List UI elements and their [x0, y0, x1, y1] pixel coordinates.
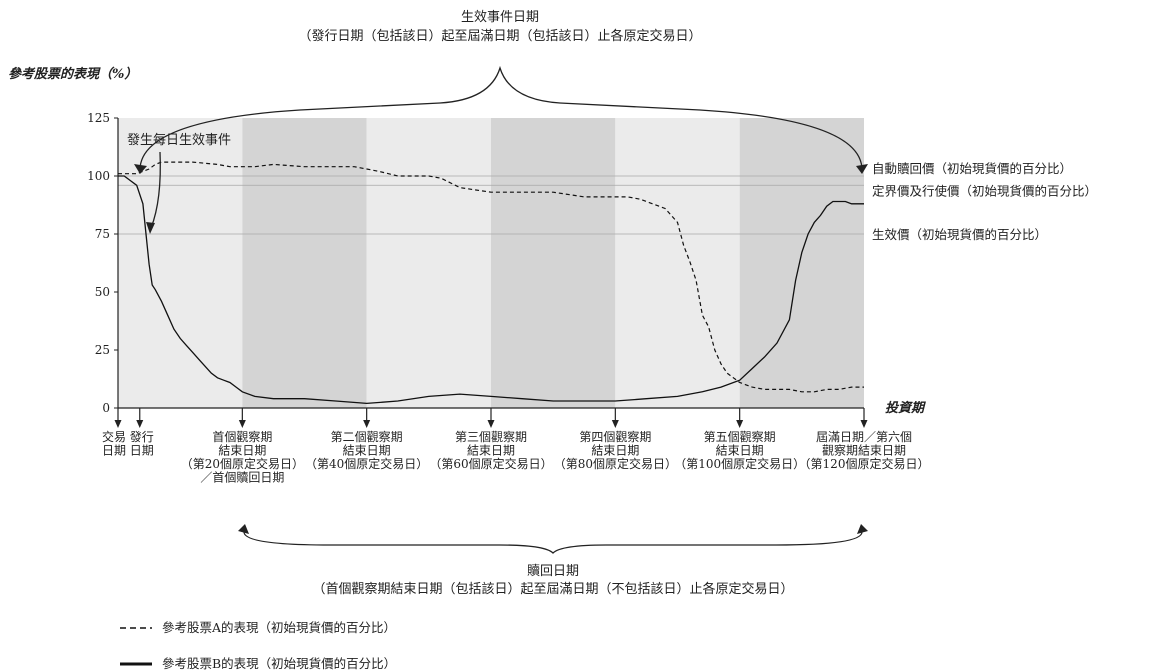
bottom-title-line1: 贖回日期: [527, 564, 579, 579]
period-band-2: [242, 118, 367, 408]
series-line-a: [118, 161, 864, 393]
x-axis-label: 投資期: [885, 400, 926, 416]
y-axis-label: 參考股票的表現（%）: [8, 66, 137, 82]
x-marker-label-2-1: 發行: [130, 429, 154, 444]
period-band-5: [615, 118, 740, 408]
x-marker-label-1-2: 日期: [102, 444, 126, 458]
event-text: 發生每日生效事件: [127, 132, 231, 148]
x-marker-arrow-7: [736, 420, 744, 428]
y-tick-label-100: 100: [87, 169, 110, 183]
reference-label-96: 定界價及行使價（初始現貨價的百分比）: [872, 183, 1097, 198]
x-marker-arrow-5: [487, 420, 495, 428]
x-marker-label-6-1: 第四個觀察期: [579, 430, 651, 444]
x-marker-label-1-1: 交易: [102, 429, 126, 444]
top-brace-arrow-right: [856, 164, 868, 174]
reference-label-75: 生效價（初始現貨價的百分比）: [872, 227, 1047, 242]
top-brace: [139, 65, 863, 171]
bottom-brace: [243, 531, 863, 554]
legend-label-a: 參考股票A的表現（初始現貨價的百分比）: [162, 620, 396, 635]
period-band-4: [491, 118, 616, 408]
period-band-6: [739, 118, 864, 408]
x-marker-label-8-2: 觀察期結束日期: [822, 444, 906, 458]
x-marker-label-7-1: 第五個觀察期: [704, 430, 776, 444]
x-marker-label-4-2: 結束日期: [343, 444, 391, 458]
bottom-brace-arrow-right: [857, 524, 868, 534]
legend-label-b: 參考股票B的表現（初始現貨價的百分比）: [162, 656, 396, 671]
bottom-brace-arrow-left: [238, 524, 249, 534]
x-marker-arrow-3: [238, 420, 246, 428]
x-marker-label-4-3: （第40個原定交易日）: [305, 456, 428, 471]
x-marker-label-5-3: （第60個原定交易日）: [429, 456, 552, 471]
y-tick-label-25: 25: [95, 343, 110, 357]
reference-lines: 自動贖回價（初始現貨價的百分比） 定界價及行使價（初始現貨價的百分比） 生效價（初始…: [118, 161, 1097, 242]
bottom-title-line2: （首個觀察期結束日期（包括該日）起至屆滿日期（不包括該日）止各原定交易日）: [312, 581, 793, 597]
x-marker-label-3-4: ／首個贖回日期: [200, 470, 284, 485]
top-title-line1: 生效事件日期: [461, 10, 539, 25]
x-marker-label-3-3: （第20個原定交易日）: [181, 456, 304, 471]
x-marker-label-2-2: 日期: [130, 444, 154, 458]
event-arrow-line: [150, 151, 161, 229]
reference-label-100: 自動贖回價（初始現貨價的百分比）: [872, 161, 1072, 176]
y-tick-label-0: 0: [102, 401, 110, 415]
x-marker-label-8-3: （第120個原定交易日）: [799, 456, 930, 471]
x-marker-arrow-6: [611, 420, 619, 428]
x-marker-label-6-3: （第80個原定交易日）: [554, 456, 677, 471]
annotations: 生效事件日期 （發行日期（包括該日）起至屆滿日期（包括該日）止各原定交易日） 發生每…: [120, 10, 868, 671]
top-brace-arrow-left: [134, 164, 147, 174]
x-marker-arrow-4: [363, 420, 371, 428]
period-band-3: [366, 118, 491, 408]
series-lines: [118, 161, 864, 405]
x-marker-label-7-2: 結束日期: [716, 444, 764, 458]
top-title-line2: （發行日期（包括該日）起至屆滿日期（包括該日）止各原定交易日）: [298, 28, 701, 44]
axes: 0255075100125參考股票的表現（%）投資期交易日期發行日期首個觀察期結…: [8, 66, 929, 485]
x-marker-arrow-8: [860, 420, 868, 428]
x-marker-label-5-1: 第三個觀察期: [455, 430, 527, 444]
x-marker-label-4-1: 第二個觀察期: [331, 430, 403, 444]
x-marker-label-3-1: 首個觀察期: [212, 430, 272, 444]
y-tick-label-50: 50: [95, 285, 110, 299]
y-tick-label-75: 75: [95, 227, 110, 241]
x-marker-label-8-1: 屆滿日期／第六個: [816, 430, 912, 444]
x-marker-label-5-2: 結束日期: [467, 444, 515, 458]
x-marker-label-6-2: 結束日期: [591, 444, 639, 458]
y-tick-label-125: 125: [87, 111, 110, 125]
x-marker-arrow-1: [114, 420, 122, 428]
event-arrow-head: [146, 222, 155, 234]
x-marker-label-3-2: 結束日期: [218, 444, 266, 458]
x-marker-arrow-2: [136, 420, 144, 428]
x-marker-label-7-3: （第100個原定交易日）: [674, 456, 805, 471]
series-line-b: [118, 175, 864, 405]
period-bands: [118, 118, 864, 408]
